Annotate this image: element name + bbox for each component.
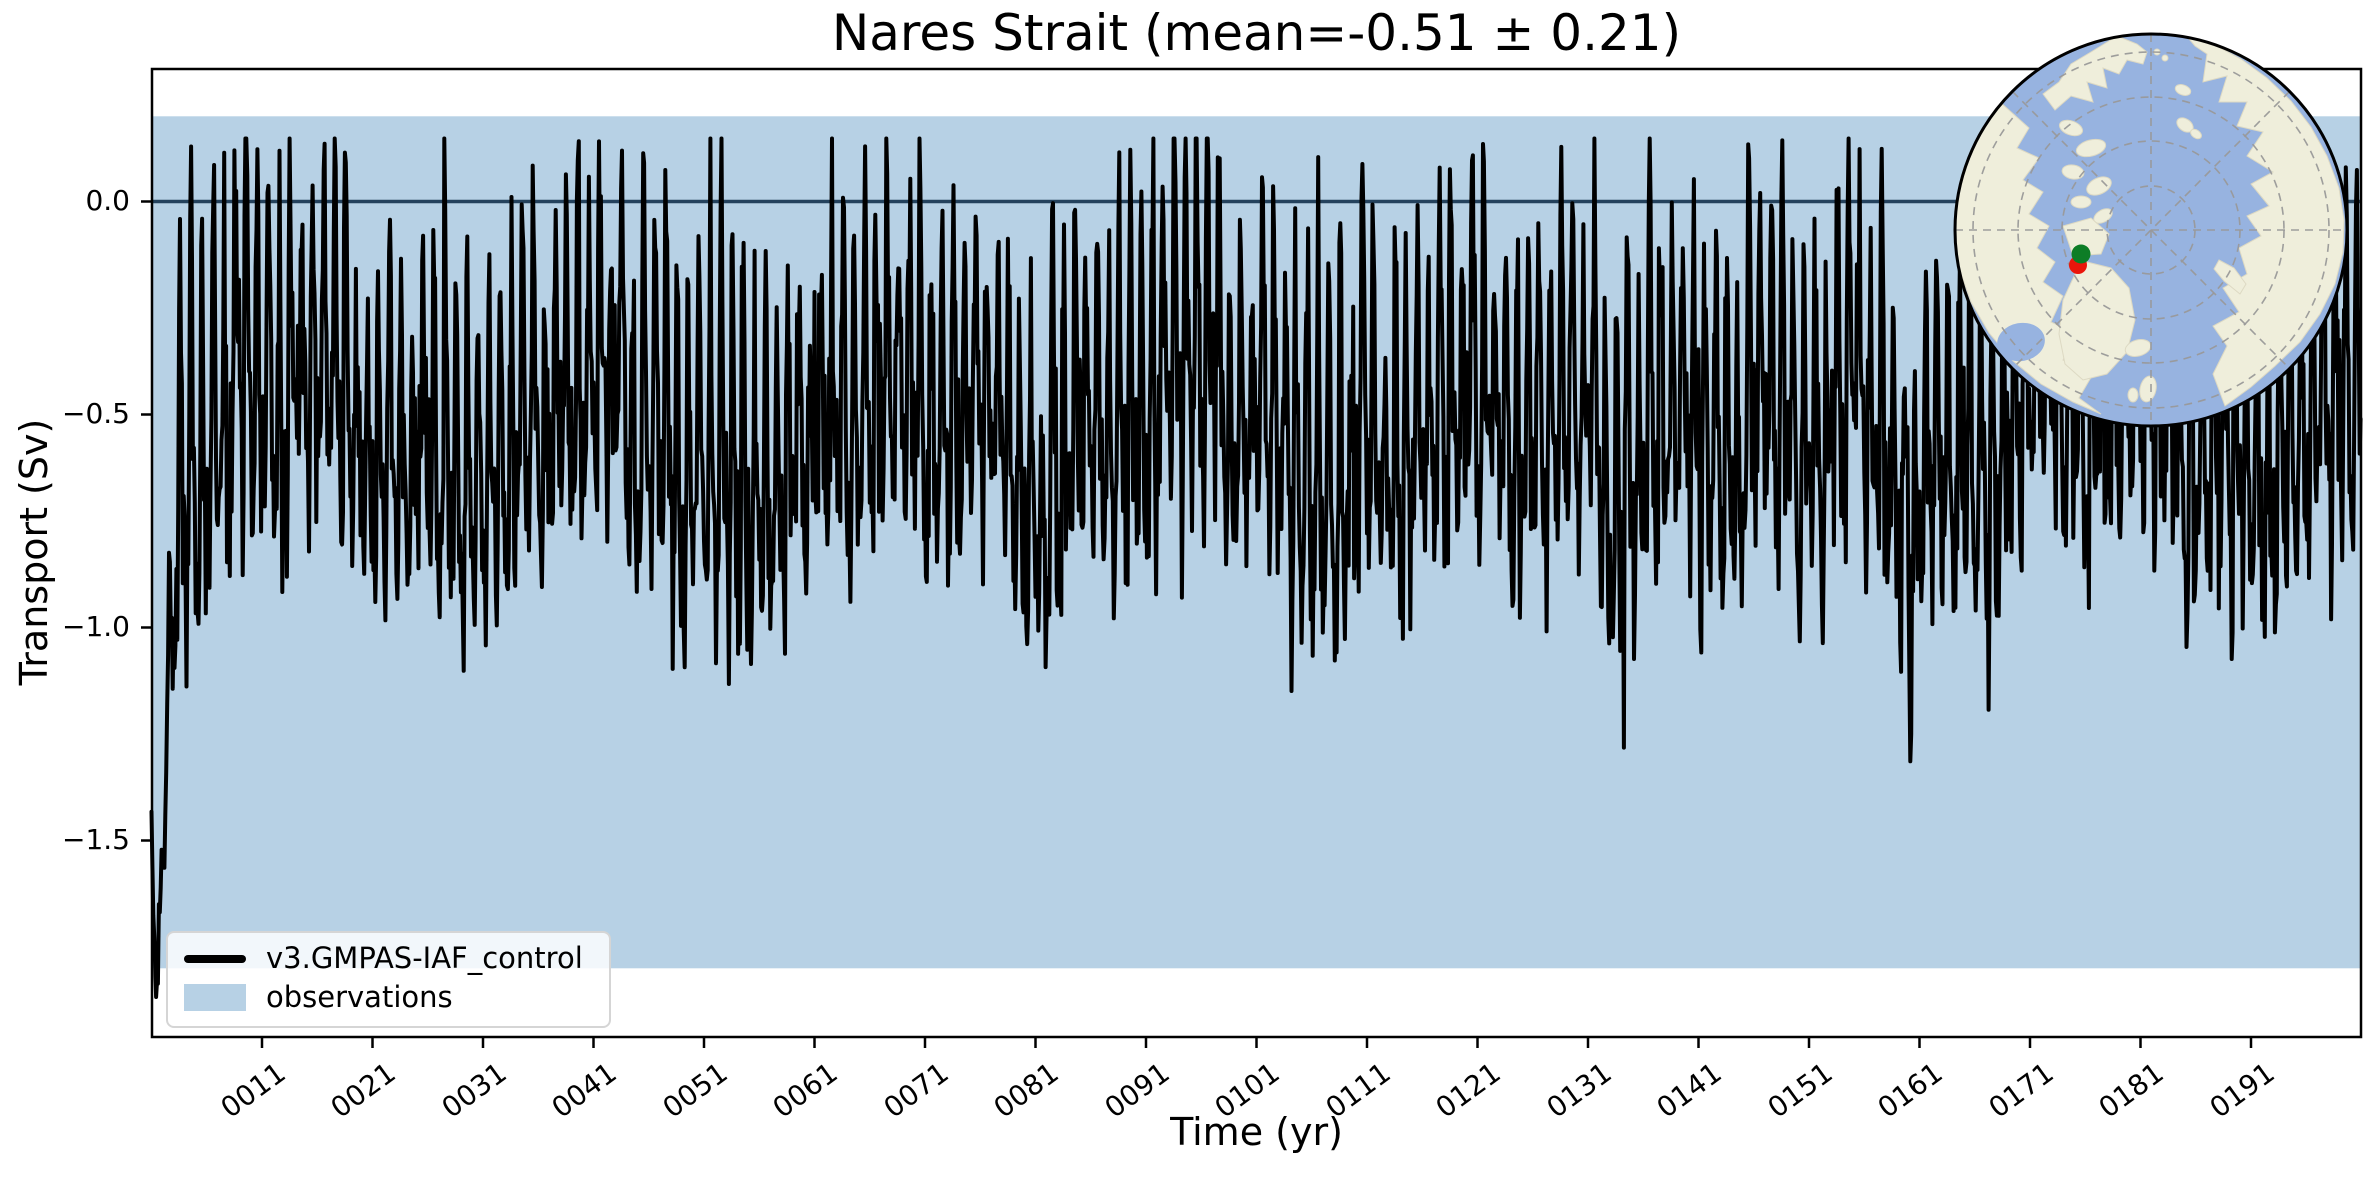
map-land-group [1955,34,2347,426]
map-land-eurasia [2183,34,2345,407]
map-island [2075,138,2107,158]
legend-line-swatch [184,954,246,963]
legend-item-model: v3.GMPAS-IAF_control [184,941,583,975]
map-land-greenland [2058,261,2136,381]
map-land-ellesmere [2062,217,2110,257]
x-axis-label: Time (yr) [1170,1110,1343,1154]
map-island [2061,164,2085,180]
map-hudson-bay [1997,322,2045,362]
inset-locator-map [1953,32,2349,428]
legend-model-label: v3.GMPAS-IAF_control [266,941,583,975]
chart-title: Nares Strait (mean=-0.51 ± 0.21) [831,4,1682,62]
map-island [2070,195,2092,209]
map-graticule [1955,34,2347,426]
model-timeseries-line [149,136,2363,999]
map-island [2086,176,2112,196]
y-tick-label: −1.5 [62,822,130,856]
map-boundary-circle [1953,32,2349,428]
strait-marker-green [2071,244,2091,264]
y-axis-label: Transport (Sv) [12,418,56,686]
map-island [2174,84,2192,96]
legend-item-observations: observations [184,979,583,1014]
tick-marks [141,200,2253,1048]
map-island [2161,54,2169,62]
y-tick-label: −1.0 [62,609,130,643]
map-land-svalbard [2190,128,2202,140]
legend: v3.GMPAS-IAF_control observations [166,931,611,1028]
y-tick-label: 0.0 [85,183,130,217]
map-island [2058,119,2084,137]
legend-observations-label: observations [266,979,453,1014]
legend-band-swatch [184,984,246,1012]
map-land-novaya-zemlya [2213,259,2247,295]
map-land-ireland [2127,387,2139,403]
y-tick-label: −0.5 [62,396,130,430]
